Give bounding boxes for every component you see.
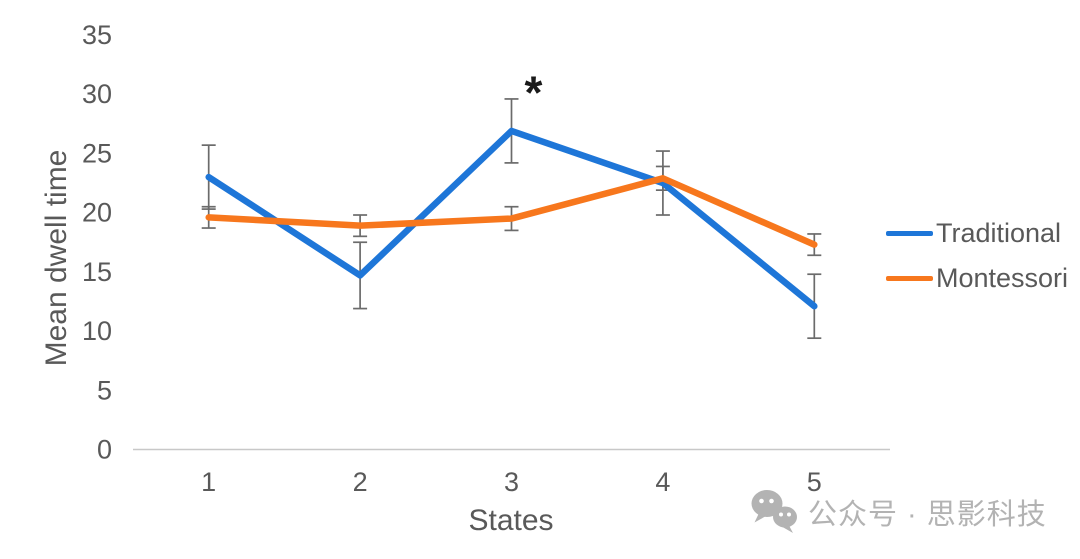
x-tick-label: 3: [504, 467, 519, 497]
x-tick-label: 1: [201, 467, 216, 497]
legend-label: Traditional: [936, 218, 1062, 248]
legend-item-traditional: Traditional: [886, 211, 1068, 256]
significance-asterisk: *: [525, 67, 543, 119]
y-tick-label: 20: [82, 198, 112, 228]
x-tick-label: 4: [655, 467, 670, 497]
legend-swatch: [886, 231, 933, 236]
y-axis-title: Mean dwell time: [40, 149, 73, 367]
y-tick-label: 5: [97, 375, 112, 405]
y-tick-label: 25: [82, 138, 112, 168]
legend-swatch: [886, 276, 933, 281]
y-tick-label: 35: [82, 20, 112, 50]
y-tick-label: 15: [82, 257, 112, 287]
x-tick-label: 2: [353, 467, 368, 497]
y-tick-label: 0: [97, 435, 112, 465]
series-line-traditional: [205, 127, 818, 310]
x-axis-title: States: [468, 504, 554, 537]
legend-item-montessori: Montessori: [886, 256, 1068, 301]
y-tick-label: 10: [82, 316, 112, 346]
legend-label: Montessori: [936, 263, 1069, 293]
series-line-montessori: [205, 175, 818, 248]
y-tick-label: 30: [82, 79, 112, 109]
watermark: 公众号 · 思影科技: [750, 489, 1047, 535]
watermark-text: 公众号 · 思影科技: [808, 499, 1047, 531]
wechat-icon: [751, 490, 797, 533]
x-tick-label: 5: [807, 467, 822, 497]
legend: Traditional Montessori: [886, 211, 1068, 301]
